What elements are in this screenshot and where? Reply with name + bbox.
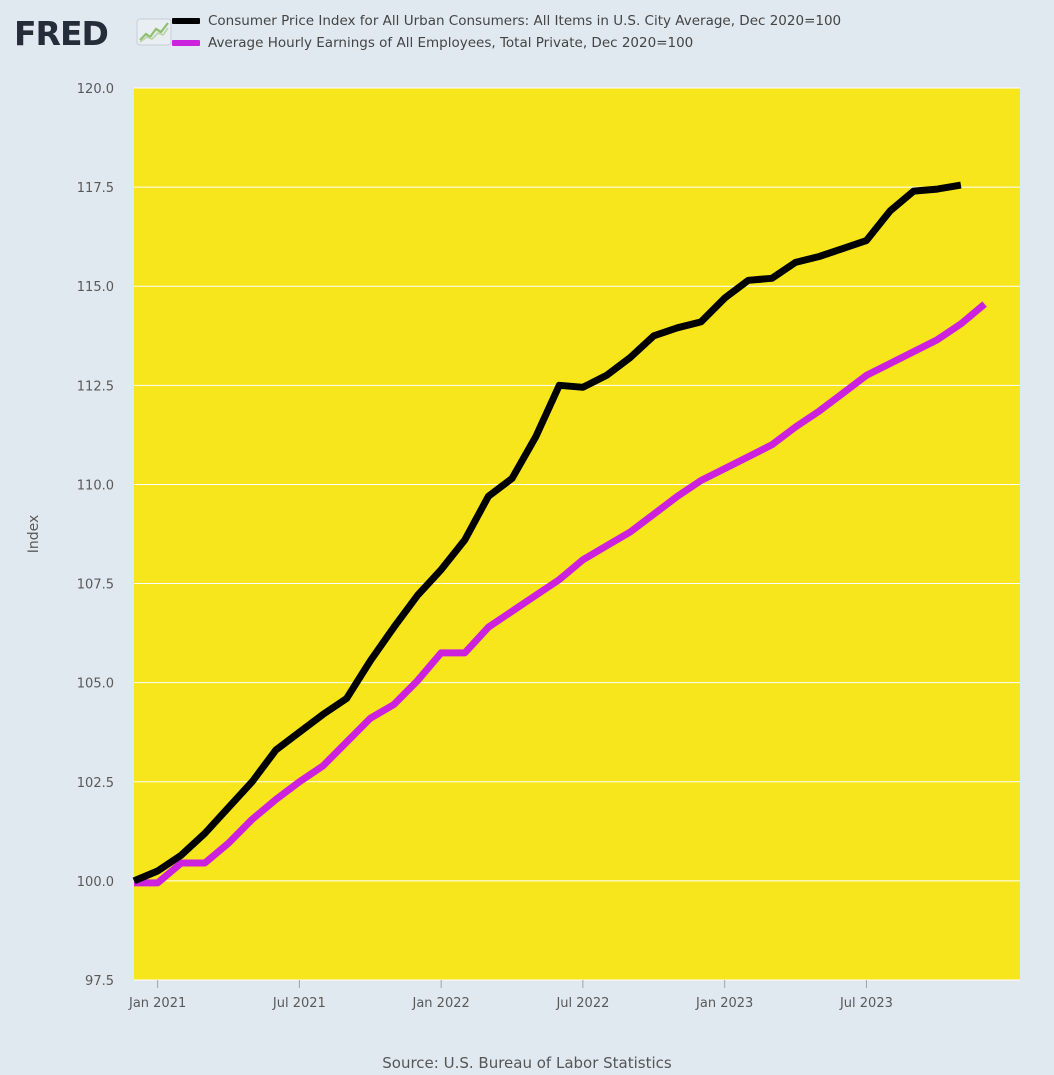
x-tick-label: Jan 2021 [128,996,186,1011]
legend-swatch-earnings [172,40,200,46]
legend: Consumer Price Index for All Urban Consu… [172,10,841,54]
legend-item-cpi[interactable]: Consumer Price Index for All Urban Consu… [172,10,841,32]
x-tick-label: Jul 2022 [555,996,609,1011]
series-lines [132,181,987,887]
legend-label-cpi: Consumer Price Index for All Urban Consu… [208,13,842,29]
y-tick-label: 112.5 [77,379,114,394]
x-tick-label: Jul 2021 [272,996,326,1011]
x-tick-label: Jan 2023 [695,996,753,1011]
line-chart: 97.5 100.0 102.5 105.0 107.5 110.0 112.5 115.0 1… [26,82,1020,1011]
y-tick-label: 115.0 [77,280,114,295]
x-axis-ticks: Jan 2021 Jul 2021 Jan 2022 Jul 2022 Jan 2023… [128,980,893,1011]
y-tick-label: 102.5 [77,776,114,791]
legend-swatch-cpi [172,18,200,24]
y-tick-label: 110.0 [77,478,114,493]
legend-label-earnings: Average Hourly Earnings of All Employees… [208,35,694,51]
series-line-cpi[interactable] [132,181,962,885]
y-tick-label: 120.0 [77,82,114,97]
header: FRED [14,12,1044,68]
plot-area [134,88,1020,980]
y-axis-title: Index [26,515,42,554]
y-tick-label: 105.0 [77,677,114,692]
y-tick-label: 97.5 [85,974,114,989]
chart-line-icon [136,18,172,46]
legend-item-earnings[interactable]: Average Hourly Earnings of All Employees… [172,32,841,54]
x-tick-label: Jan 2022 [412,996,470,1011]
x-tick-label: Jul 2023 [839,996,893,1011]
y-tick-label: 100.0 [77,875,114,890]
source-note: Source: U.S. Bureau of Labor Statistics [382,1054,672,1072]
y-axis-ticks: 97.5 100.0 102.5 105.0 107.5 110.0 112.5 115.0 1… [77,82,114,989]
grid-lines [134,87,1020,981]
y-tick-label: 107.5 [77,578,114,593]
fred-logo[interactable]: FRED [14,14,109,53]
y-tick-label: 117.5 [77,181,114,196]
series-line-earnings[interactable] [134,301,987,887]
